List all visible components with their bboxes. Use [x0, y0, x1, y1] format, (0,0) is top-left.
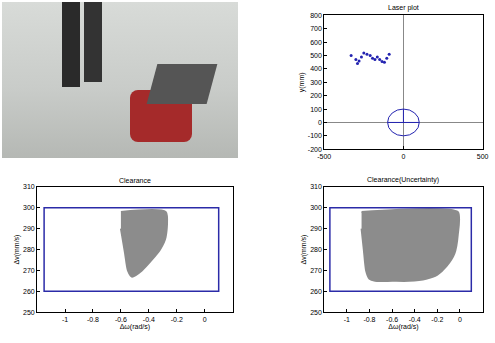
- svg-text:500: 500: [477, 153, 489, 160]
- svg-text:-0.8: -0.8: [87, 316, 99, 323]
- svg-text:Laser plot: Laser plot: [388, 4, 419, 12]
- svg-text:-0.2: -0.2: [431, 316, 443, 323]
- svg-text:280: 280: [310, 246, 322, 253]
- svg-text:260: 260: [23, 288, 35, 295]
- svg-text:Clearance(Uncertainty): Clearance(Uncertainty): [367, 176, 439, 184]
- svg-text:400: 400: [310, 65, 322, 72]
- svg-text:0: 0: [401, 153, 405, 160]
- svg-text:-1: -1: [62, 316, 68, 323]
- svg-text:300: 300: [23, 204, 35, 211]
- svg-text:0: 0: [318, 119, 322, 126]
- svg-text:290: 290: [23, 225, 35, 232]
- svg-text:-1: -1: [344, 316, 350, 323]
- svg-text:-0.4: -0.4: [143, 316, 155, 323]
- svg-text:310: 310: [310, 183, 322, 190]
- svg-text:y(mm): y(mm): [298, 72, 306, 92]
- svg-text:700: 700: [310, 25, 322, 32]
- svg-text:270: 270: [310, 267, 322, 274]
- svg-text:-0.6: -0.6: [115, 316, 127, 323]
- svg-text:Δω(rad/s): Δω(rad/s): [388, 323, 418, 331]
- svg-text:250: 250: [310, 309, 322, 316]
- svg-text:-100: -100: [308, 132, 322, 139]
- svg-text:Δv(mm/s): Δv(mm/s): [13, 235, 21, 265]
- svg-text:260: 260: [310, 288, 322, 295]
- svg-text:0: 0: [203, 316, 207, 323]
- svg-text:280: 280: [23, 246, 35, 253]
- svg-text:200: 200: [310, 92, 322, 99]
- svg-text:270: 270: [23, 267, 35, 274]
- svg-text:250: 250: [23, 309, 35, 316]
- svg-text:290: 290: [310, 225, 322, 232]
- svg-text:-0.2: -0.2: [171, 316, 183, 323]
- svg-text:0: 0: [458, 316, 462, 323]
- svg-text:300: 300: [310, 204, 322, 211]
- svg-text:-0.4: -0.4: [409, 316, 421, 323]
- svg-text:100: 100: [310, 106, 322, 113]
- svg-text:Clearance: Clearance: [119, 177, 151, 184]
- svg-text:300: 300: [310, 79, 322, 86]
- svg-text:Δω(rad/s): Δω(rad/s): [120, 323, 150, 331]
- svg-text:Δv(mm/s): Δv(mm/s): [300, 235, 308, 265]
- svg-text:-0.6: -0.6: [386, 316, 398, 323]
- svg-text:600: 600: [310, 39, 322, 46]
- svg-text:-500: -500: [317, 153, 331, 160]
- svg-text:500: 500: [310, 52, 322, 59]
- svg-text:-200: -200: [308, 146, 322, 153]
- svg-text:800: 800: [310, 12, 322, 19]
- svg-text:310: 310: [23, 183, 35, 190]
- svg-text:-0.8: -0.8: [363, 316, 375, 323]
